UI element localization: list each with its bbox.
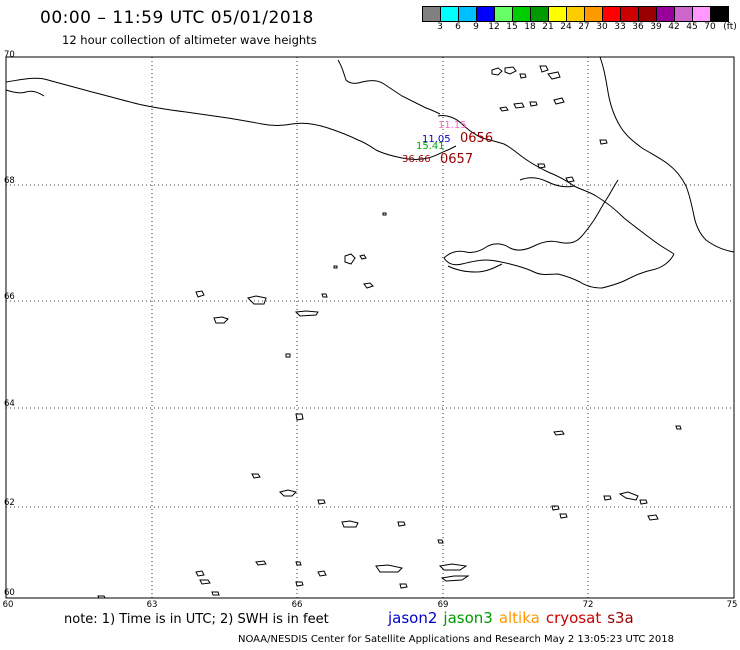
legend-item-cryosat: cryosat xyxy=(545,609,602,627)
satellite-legend: jason2 jason3 altika cryosat s3a xyxy=(388,609,640,627)
color-scale-tick-label: 18 xyxy=(524,22,536,32)
color-swatch xyxy=(459,7,477,21)
longitude-label: 75 xyxy=(726,600,738,610)
color-swatch xyxy=(513,7,531,21)
map-graticule xyxy=(6,57,734,598)
latitude-label: 64 xyxy=(4,399,15,409)
map-title: 00:00 – 11:59 UTC 05/01/2018 xyxy=(40,8,314,28)
wave-height-label: 15.41 xyxy=(416,141,445,152)
color-scale-tick-label: 3 xyxy=(437,22,443,32)
color-swatch xyxy=(621,7,639,21)
color-scale-tick-label: 33 xyxy=(614,22,626,32)
color-scale-tick-label: 15 xyxy=(506,22,518,32)
color-scale-tick-label: 24 xyxy=(560,22,572,32)
wave-height-label: 11.05 xyxy=(422,134,451,145)
observation-time-label: 0656 xyxy=(460,131,494,146)
color-scale-tick-label: 70 xyxy=(704,22,716,32)
color-scale-tick-label: 36 xyxy=(632,22,644,32)
islands xyxy=(97,65,682,599)
longitude-label: 69 xyxy=(437,600,449,610)
color-scale-labels: 3 6 9 12 15 18 21 24 27 30 33 36 39 42 45 70 (ft) xyxy=(422,22,740,34)
latitude-label: 60 xyxy=(4,588,15,598)
color-swatch xyxy=(495,7,513,21)
color-swatch xyxy=(531,7,549,21)
longitude-label: 60 xyxy=(2,600,14,610)
observation-time-label: 0657 xyxy=(440,152,474,167)
color-scale-tick-label: 27 xyxy=(578,22,590,32)
color-swatch xyxy=(585,7,603,21)
color-scale-tick-label: 39 xyxy=(650,22,662,32)
latitude-label: 66 xyxy=(4,292,15,302)
color-scale-tick-label: 30 xyxy=(596,22,608,32)
color-swatch xyxy=(477,7,495,21)
color-swatch xyxy=(639,7,657,21)
color-scale-tick-label: 9 xyxy=(473,22,479,32)
legend-item-altika: altika xyxy=(498,609,540,627)
latitude-label: 68 xyxy=(4,176,15,186)
color-scale-tick-label: 42 xyxy=(668,22,680,32)
wave-height-label: 11.15 xyxy=(438,120,467,131)
latitude-label: 62 xyxy=(4,498,15,508)
color-swatch xyxy=(549,7,567,21)
coastline xyxy=(5,56,735,289)
color-scale-bar xyxy=(422,6,729,22)
legend-item-jason3: jason3 xyxy=(443,609,493,627)
latitude-label: 70 xyxy=(4,50,15,60)
map-subtitle: 12 hour collection of altimeter wave hei… xyxy=(62,33,317,47)
footer-note: note: 1) Time is in UTC; 2) SWH is in fe… xyxy=(64,612,329,627)
longitude-label: 63 xyxy=(146,600,158,610)
color-swatch xyxy=(603,7,621,21)
color-scale-tick-label: 12 xyxy=(488,22,500,32)
color-swatch xyxy=(675,7,693,21)
color-swatch xyxy=(657,7,675,21)
color-scale-unit: (ft) xyxy=(723,22,737,32)
color-swatch xyxy=(441,7,459,21)
footer-credit: NOAA/NESDIS Center for Satellite Applica… xyxy=(238,634,674,645)
longitude-label: 72 xyxy=(582,600,594,610)
wave-height-label: 36.66 xyxy=(402,154,431,165)
legend-item-jason2: jason2 xyxy=(388,609,438,627)
color-swatch xyxy=(567,7,585,21)
legend-item-s3a: s3a xyxy=(607,609,634,627)
longitude-label: 66 xyxy=(291,600,303,610)
color-scale-tick-label: 6 xyxy=(455,22,461,32)
color-swatch xyxy=(711,7,728,21)
color-scale-tick-label: 45 xyxy=(686,22,698,32)
map-border xyxy=(5,56,735,599)
color-swatch xyxy=(423,7,441,21)
color-scale-tick-label: 21 xyxy=(542,22,554,32)
color-swatch xyxy=(693,7,711,21)
